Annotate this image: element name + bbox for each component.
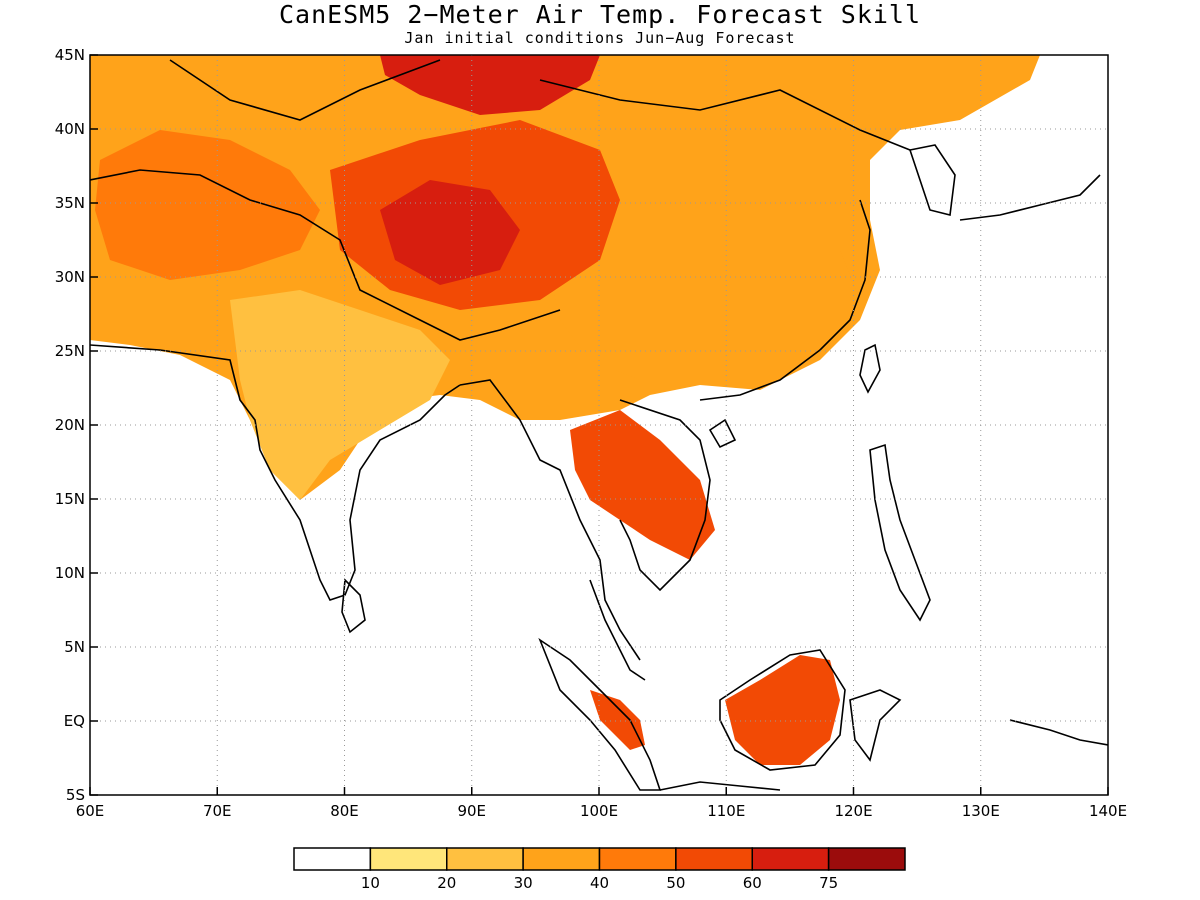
lat-tick-label: 25N [55,342,85,360]
map-subtitle: Jan initial conditions Jun−Aug Forecast [404,29,796,47]
china-skill [540,200,860,385]
colorbar-swatch [293,847,372,871]
lon-tick-label: 70E [203,802,232,820]
lat-tick-label: 40N [55,120,85,138]
colorbar-label: 10 [361,874,380,892]
colorbar-label: 40 [590,874,609,892]
india-skill [230,290,450,500]
lat-tick-label: 20N [55,416,85,434]
lat-tick-label: 5N [64,638,85,656]
mongolia-skill [380,55,600,115]
sumatra-skill [590,690,645,750]
lat-tick-label: 10N [55,564,85,582]
colorbar-swatch [446,847,524,871]
lon-tick-label: 100E [580,802,618,820]
lat-tick-label: 30N [55,268,85,286]
colorbar-swatch [598,847,677,871]
colorbar: 10 20 30 40 50 60 75 [293,847,906,892]
lat-tick-label: 35N [55,194,85,212]
lat-tick-label: 5S [66,786,85,804]
lon-tick-label: 90E [457,802,486,820]
colorbar-label: 75 [819,874,838,892]
skill-shading [90,55,1040,765]
colorbar-label: 30 [514,874,533,892]
colorbar-swatch [522,847,601,871]
lon-tick-label: 140E [1089,802,1127,820]
indochina-skill [570,410,715,560]
iran-afghanistan-skill [95,130,320,280]
colorbar-label: 20 [437,874,456,892]
colorbar-label: 50 [666,874,685,892]
borneo-skill [725,655,840,765]
lat-tick-label: 45N [55,46,85,64]
colorbar-swatch [369,847,448,871]
lon-tick-label: 80E [330,802,359,820]
lon-tick-label: 110E [707,802,745,820]
lon-tick-label: 60E [76,802,105,820]
tibet-core-skill [380,180,520,285]
map-title: CanESM5 2−Meter Air Temp. Forecast Skill [278,0,922,29]
colorbar-label: 60 [743,874,762,892]
lat-tick-label: 15N [55,490,85,508]
colorbar-swatch [827,847,906,871]
colorbar-swatch [675,847,753,871]
lat-tick-label: EQ [64,712,85,730]
axes: 60E 70E 80E 90E 100E 110E 120E 130E 140E 45N 40N 35… [55,46,1127,820]
coastlines [90,59,1108,791]
gridlines [90,55,1108,795]
lon-tick-label: 120E [834,802,872,820]
colorbar-swatch [751,847,830,871]
lon-tick-label: 130E [962,802,1000,820]
